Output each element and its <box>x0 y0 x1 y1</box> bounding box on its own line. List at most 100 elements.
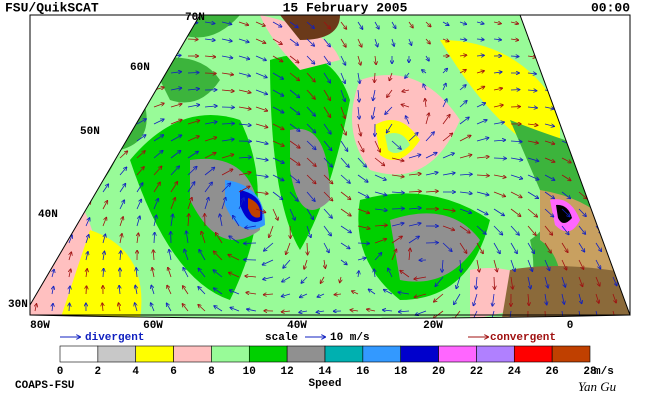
wind-arrow <box>153 250 154 261</box>
wind-arrow <box>578 191 587 199</box>
lon-label: 0 <box>567 320 574 332</box>
wind-arrow <box>136 216 140 227</box>
colorbar-tick-label: 24 <box>508 366 522 378</box>
wind-arrow <box>561 276 565 287</box>
wind-arrow <box>238 198 244 210</box>
wind-arrow <box>34 186 40 193</box>
wind-arrow <box>255 38 265 43</box>
lon-label: 40W <box>287 320 307 332</box>
lat-label: 40N <box>38 209 58 221</box>
wind-arrow <box>34 253 38 261</box>
wind-arrow <box>204 122 217 125</box>
wind-arrow <box>289 89 299 97</box>
wind-arrow <box>476 175 489 176</box>
wind-arrow <box>230 290 240 295</box>
wind-arrow <box>493 122 504 124</box>
wind-arrow <box>561 157 571 163</box>
wind-arrow <box>304 259 308 269</box>
wind-arrow <box>358 271 359 278</box>
wind-arrow <box>442 115 450 125</box>
wind-arrow <box>476 242 483 253</box>
wind-arrow <box>435 276 444 286</box>
wind-arrow <box>510 22 518 24</box>
wind-arrow <box>578 208 586 216</box>
wind-arrow <box>595 208 603 216</box>
wind-arrow <box>221 183 230 193</box>
lat-label: 50N <box>80 126 100 138</box>
wind-arrow <box>352 291 359 295</box>
wind-arrow <box>214 251 223 261</box>
wind-arrow <box>51 185 57 193</box>
wind-arrow <box>255 123 268 127</box>
wind-arrow <box>561 123 571 127</box>
wind-arrow <box>340 191 351 199</box>
wind-arrow <box>204 137 216 142</box>
wind-arrow <box>68 103 77 108</box>
wind-arrow <box>374 157 384 165</box>
wind-arrow <box>414 293 427 297</box>
wind-arrow <box>459 208 471 213</box>
wind-arrow <box>324 259 325 268</box>
colorbar-cell <box>513 345 553 363</box>
wind-arrow <box>102 20 112 22</box>
wind-arrow <box>367 309 376 311</box>
wind-arrow <box>213 270 223 278</box>
wind-arrow <box>527 22 535 24</box>
wind-arrow <box>459 135 471 142</box>
wind-arrow <box>135 286 137 295</box>
wind-arrow <box>86 252 88 261</box>
wind-arrow <box>68 168 75 176</box>
wind-arrow <box>170 104 182 108</box>
wind-arrow <box>238 107 251 109</box>
wind-arrow <box>578 140 587 145</box>
wind-arrow <box>612 55 620 60</box>
wind-arrow <box>544 208 553 217</box>
wind-arrow <box>35 270 37 278</box>
wind-arrow <box>153 135 163 142</box>
wind-arrow <box>340 225 351 233</box>
wind-arrow <box>357 38 362 47</box>
wind-arrow <box>289 106 300 114</box>
wind-arrow <box>357 174 368 182</box>
legend-convergent: convergent <box>490 332 556 344</box>
wind-arrow <box>340 106 345 118</box>
wind-arrow <box>216 233 223 244</box>
wind-arrow <box>220 214 223 227</box>
wind-arrow <box>187 182 195 193</box>
wind-arrow <box>85 37 94 39</box>
wind-arrow <box>561 90 570 92</box>
wind-arrow <box>199 250 206 261</box>
wind-arrow <box>510 141 522 142</box>
wind-arrow <box>170 198 175 210</box>
wind-arrow <box>188 214 189 227</box>
wind-arrow <box>34 86 42 91</box>
wind-arrow <box>442 133 452 142</box>
wind-arrow <box>153 215 156 227</box>
wind-arrow <box>34 152 41 159</box>
wind-arrow <box>136 151 145 159</box>
wind-arrow <box>282 276 291 282</box>
wind-arrow <box>459 85 466 91</box>
wind-arrow <box>103 269 104 278</box>
wind-arrow <box>357 208 369 213</box>
wind-arrow <box>595 106 604 111</box>
wind-arrow <box>102 103 111 108</box>
wind-arrow <box>612 259 617 268</box>
wind-arrow <box>306 225 311 237</box>
wind-arrow <box>544 259 550 270</box>
wind-arrow <box>289 123 300 131</box>
wind-arrow <box>300 293 308 297</box>
wind-arrow <box>490 310 495 319</box>
wind-arrow <box>392 38 394 46</box>
wind-arrow <box>204 39 215 40</box>
wind-arrow <box>527 225 536 235</box>
wind-arrow <box>595 191 603 198</box>
wind-arrow <box>612 242 618 251</box>
wind-arrow <box>51 236 55 244</box>
wind-arrow <box>187 136 199 142</box>
wind-arrow <box>187 105 199 108</box>
wind-arrow <box>52 270 54 278</box>
wind-arrow <box>425 172 438 176</box>
wind-arrow <box>255 89 267 94</box>
wind-arrow <box>187 167 197 176</box>
